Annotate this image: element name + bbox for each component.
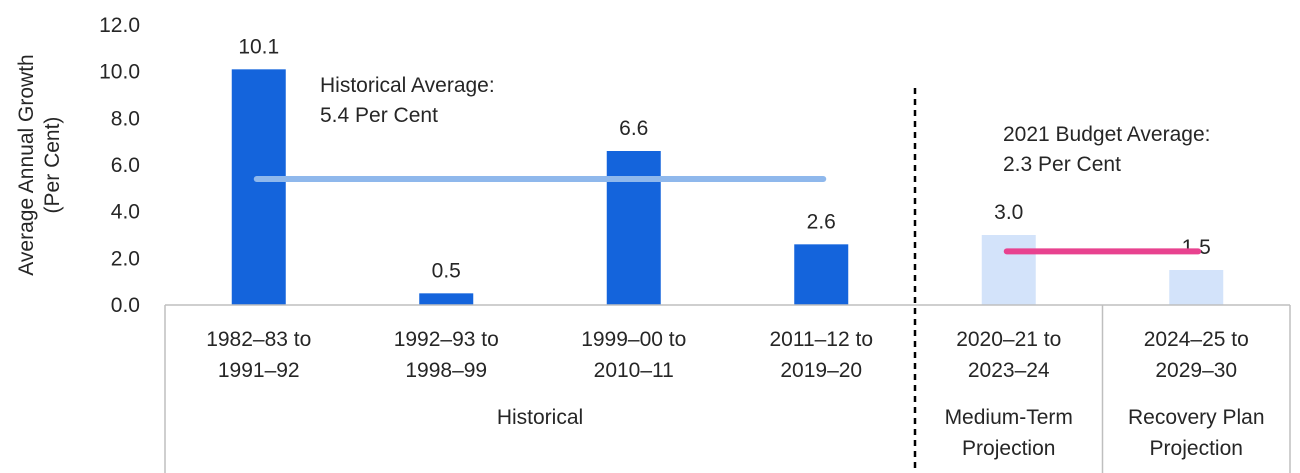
bar: [606, 151, 661, 305]
y-axis-title-line: Average Annual Growth: [15, 54, 38, 275]
bar: [1169, 270, 1224, 305]
y-tick-label: 4.0: [111, 201, 140, 224]
reference-line-label: 2021 Budget Average:: [1003, 123, 1210, 146]
data-label: 3.0: [994, 201, 1023, 224]
data-label: 6.6: [619, 117, 648, 140]
y-tick-label: 12.0: [99, 14, 140, 37]
y-axis-ticks: 0.0 2.0 4.0 6.0 8.0 10.0 12.0: [99, 14, 140, 317]
bar: [794, 244, 849, 305]
category-label: 2010–11: [594, 359, 674, 382]
y-tick-label: 10.0: [99, 61, 140, 84]
category-label: 1998–99: [405, 359, 487, 382]
bar: [419, 293, 474, 305]
category-label: 2024–25 to: [1144, 328, 1249, 351]
category-label: 2020–21 to: [956, 328, 1061, 351]
category-label: 1992–93 to: [394, 328, 499, 351]
reference-line-label: Historical Average:: [320, 74, 495, 97]
y-axis-title-line: (Per Cent): [41, 117, 64, 214]
reference-line-labels: Historical Average: 5.4 Per Cent 2021 Budg…: [320, 74, 1210, 176]
bar: [231, 69, 286, 305]
group-label: Historical: [497, 406, 583, 429]
category-label: 1991–92: [218, 359, 300, 382]
data-label: 2.6: [807, 210, 836, 233]
group-label: Recovery Plan: [1128, 406, 1265, 429]
y-tick-label: 2.0: [111, 247, 140, 270]
category-label: 2023–24: [968, 359, 1050, 382]
reference-lines: [253, 176, 1202, 255]
category-label: 1982–83 to: [206, 328, 311, 351]
y-tick-label: 6.0: [111, 154, 140, 177]
group-label: Projection: [962, 437, 1055, 460]
data-labels: 10.1 0.5 6.6 2.6 3.0 1.5: [238, 35, 1211, 282]
group-labels: Historical Medium-Term Projection Recovery …: [497, 406, 1265, 460]
category-label: 2011–12 to: [769, 328, 873, 351]
category-label: 1999–00 to: [581, 328, 686, 351]
category-labels: 1982–83 to 1991–92 1992–93 to 1998–99 1999–0…: [206, 328, 1249, 382]
y-tick-label: 8.0: [111, 107, 140, 130]
group-label: Medium-Term: [945, 406, 1073, 429]
reference-line-label: 5.4 Per Cent: [320, 104, 438, 127]
data-label: 1.5: [1182, 236, 1211, 259]
bar: [981, 235, 1036, 305]
y-tick-label: 0.0: [111, 294, 140, 317]
data-label: 0.5: [432, 259, 461, 282]
y-axis-title: Average Annual Growth (Per Cent): [15, 54, 64, 275]
group-label: Projection: [1150, 437, 1243, 460]
category-label: 2019–20: [780, 359, 862, 382]
category-label: 2029–30: [1155, 359, 1237, 382]
reference-line-label: 2.3 Per Cent: [1003, 153, 1121, 176]
data-label: 10.1: [238, 35, 279, 58]
axes: [164, 88, 1291, 473]
